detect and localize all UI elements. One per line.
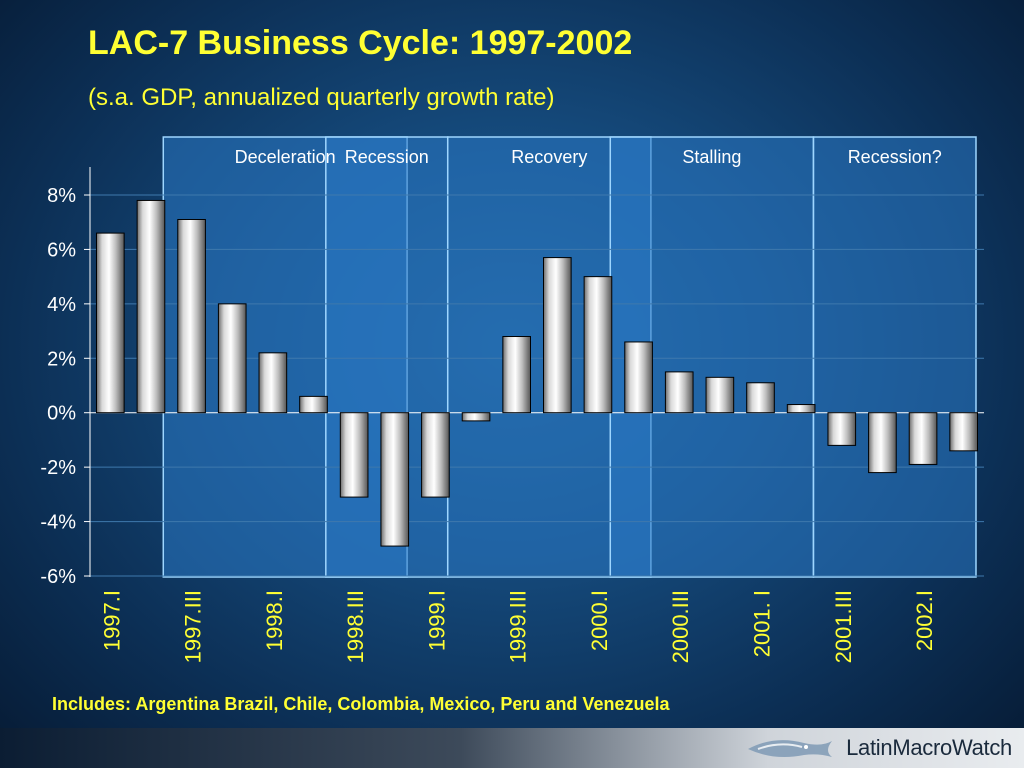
x-tick-label: 1998.III: [343, 590, 368, 663]
bar-2001-iii: [827, 412, 857, 446]
bar-2000-iii: [664, 371, 694, 414]
footer-bar: [0, 728, 1024, 768]
phase-label-stalling: Stalling: [682, 147, 741, 167]
slide-title: LAC-7 Business Cycle: 1997-2002: [88, 24, 633, 62]
countries-footnote: Includes: Argentina Brazil, Chile, Colom…: [52, 694, 670, 714]
bar-1997-iii: [177, 218, 206, 414]
x-tick-label: 2002.I: [912, 590, 937, 651]
y-tick-label: 4%: [47, 294, 76, 316]
y-tick-label: -2%: [40, 457, 76, 479]
x-tick-label: 2001. I: [750, 590, 775, 657]
logo-text: LatinMacroWatch: [846, 735, 1012, 760]
bar-1998-i: [258, 352, 288, 414]
x-tick-label: 2000.III: [668, 590, 693, 663]
bar-2002-ii: [949, 412, 978, 452]
bar-2002-i: [908, 412, 938, 465]
bar-1999-ii: [461, 412, 491, 422]
bar-2001-i: [746, 382, 775, 414]
phase-label-recession: Recession: [345, 147, 429, 167]
bar-2000-i: [583, 276, 613, 414]
bar-2000-iv: [705, 376, 735, 414]
growth-bar-chart: 8% 6% 4% 2% 0% -2% -4% -6% Deceleration Recessio…: [40, 136, 984, 664]
bar-2001-iv: [868, 412, 897, 474]
phase-label-deceleration: Deceleration: [235, 147, 336, 167]
x-tick-label: 1997.III: [181, 590, 206, 663]
bar-1997-iv: [217, 303, 247, 414]
x-tick-label: 1997.I: [99, 590, 124, 651]
y-tick-label: 0%: [47, 403, 76, 425]
y-tick-label: -6%: [40, 566, 76, 588]
phase-label-recovery: Recovery: [511, 147, 587, 167]
y-tick-label: -4%: [40, 512, 76, 534]
bar-2000-ii: [624, 341, 653, 414]
fish-logo-icon: [748, 740, 833, 757]
bar-1998-iv: [380, 412, 410, 547]
bar-1999-iii: [502, 336, 531, 414]
x-tick-label: 1998.I: [262, 590, 287, 651]
bar-1998-ii: [299, 395, 328, 414]
y-tick-label: 2%: [47, 348, 76, 370]
bar-1997-i: [96, 232, 125, 414]
y-tick-label: 8%: [47, 185, 76, 207]
latinmacrowatch-logo: LatinMacroWatch: [744, 730, 1012, 766]
y-tick-label: 6%: [47, 239, 76, 261]
slide-subtitle: (s.a. GDP, annualized quarterly growth r…: [88, 84, 555, 111]
x-tick-label: 1999.III: [506, 590, 531, 663]
bar-1998-iii: [339, 412, 369, 498]
bar-2001-ii: [786, 404, 816, 414]
bar-1999-iv: [543, 257, 572, 414]
x-tick-label: 1999.I: [424, 590, 449, 651]
x-tick-label: 2001.III: [831, 590, 856, 663]
bar-1999-i: [421, 412, 450, 498]
x-tick-label: 2000.I: [587, 590, 612, 651]
phase-label-recession: Recession?: [848, 147, 942, 167]
bar-1997-ii: [136, 199, 166, 414]
phase-box-recession: [812, 136, 977, 578]
